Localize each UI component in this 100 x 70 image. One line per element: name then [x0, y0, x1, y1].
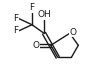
Text: F: F [14, 14, 19, 23]
Text: O: O [69, 28, 76, 37]
Text: F: F [14, 26, 19, 35]
Text: O: O [32, 41, 39, 50]
Text: F: F [29, 3, 35, 12]
Text: OH: OH [37, 10, 51, 19]
